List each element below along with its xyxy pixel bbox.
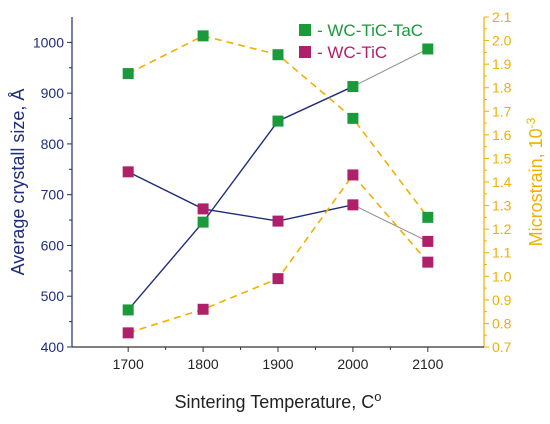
right-tick-label: 2.1 [492,9,512,25]
right-tick-label: 1.7 [492,103,512,119]
left-tick-label: 500 [41,288,65,304]
right-tick-label: 1.0 [492,268,512,284]
left-tick-label: 900 [41,85,65,101]
x-axis-label: Sintering Temperature, Co [174,389,381,412]
right-axis-label-exponent: -3 [524,117,538,128]
x-tick-label: 1800 [188,356,219,372]
markers-layer [122,30,434,339]
left-tick-label: 400 [41,339,65,355]
right-tick-label: 1.3 [492,198,512,214]
wc-tic-crystal-point [422,235,434,247]
legend-label-wc-tic-tac: - WC-TiC-TaC [317,21,423,40]
right-tick-label: 1.2 [492,221,512,237]
left-tick-label: 1000 [33,34,64,50]
wc-tic-microstrain-point [422,256,434,268]
wc-tic-tac-microstrain-point [122,68,134,80]
lines-layer [127,35,429,334]
wc-tic-crystal-last-segment [352,204,429,242]
legend: - WC-TiC-TaC - WC-TiC [299,21,423,62]
right-tick-label: 1.5 [492,150,512,166]
right-tick-label: 1.8 [492,80,512,96]
wc-tic-tac-crystal-point [122,304,134,316]
legend-marker-wc-tic-tac [299,24,311,36]
wc-tic-microstrain-point [347,169,359,181]
wc-tic-microstrain-point [272,273,284,285]
left-tick-label: 800 [41,136,65,152]
x-tick-label: 2000 [337,356,368,372]
wc-tic-tac-crystal-last-segment [352,48,429,88]
right-tick-label: 1.4 [492,174,512,190]
left-axis-label: Average crystall size, Å [8,89,28,276]
x-tick-label: 1700 [113,356,144,372]
right-axis-label-text: Microstrain, 10 [526,128,546,246]
wc-tic-microstrain-line [127,173,429,334]
wc-tic-microstrain-point [197,303,209,315]
wc-tic-tac-crystal-point [197,216,209,228]
right-tick-label: 0.8 [492,315,512,331]
right-tick-label: 1.1 [492,245,512,261]
right-tick-label: 2.0 [492,33,512,49]
x-axis-label-text: Sintering Temperature, C [174,392,374,412]
wc-tic-tac-microstrain-point [422,211,434,223]
wc-tic-crystal-point [197,203,209,215]
x-axis-label-degree: o [374,389,381,404]
right-tick-label: 0.7 [492,339,512,355]
wc-tic-crystal-point [122,166,134,178]
wc-tic-microstrain-point [122,327,134,339]
legend-label-wc-tic: - WC-TiC [317,43,387,62]
right-axis-label: Microstrain, 10-3 [524,117,546,246]
right-tick-label: 1.6 [492,127,512,143]
wc-tic-tac-crystal-point [422,43,434,55]
wc-tic-tac-microstrain-point [272,49,284,61]
wc-tic-tac-crystal-point [347,81,359,93]
labels-layer: Sintering Temperature, Co Average crystal… [8,89,546,412]
wc-tic-tac-crystal-point [272,115,284,127]
wc-tic-tac-microstrain-line [127,35,429,218]
wc-tic-tac-crystal-line [127,85,354,311]
x-tick-label: 2100 [412,356,443,372]
right-tick-label: 0.9 [492,292,512,308]
wc-tic-tac-microstrain-point [347,112,359,124]
right-tick-label: 1.9 [492,56,512,72]
x-tick-label: 1900 [262,356,293,372]
legend-marker-wc-tic [299,46,311,58]
left-tick-label: 700 [41,187,65,203]
axes-layer: 400 500 600 700 800 900 1000 0.7 0.8 0.9 1.0 1.1 1.2… [33,9,512,372]
wc-tic-tac-microstrain-point [197,30,209,42]
left-tick-label: 600 [41,237,65,253]
wc-tic-crystal-point [272,215,284,227]
wc-tic-crystal-line [127,171,354,222]
wc-tic-crystal-point [347,199,359,211]
